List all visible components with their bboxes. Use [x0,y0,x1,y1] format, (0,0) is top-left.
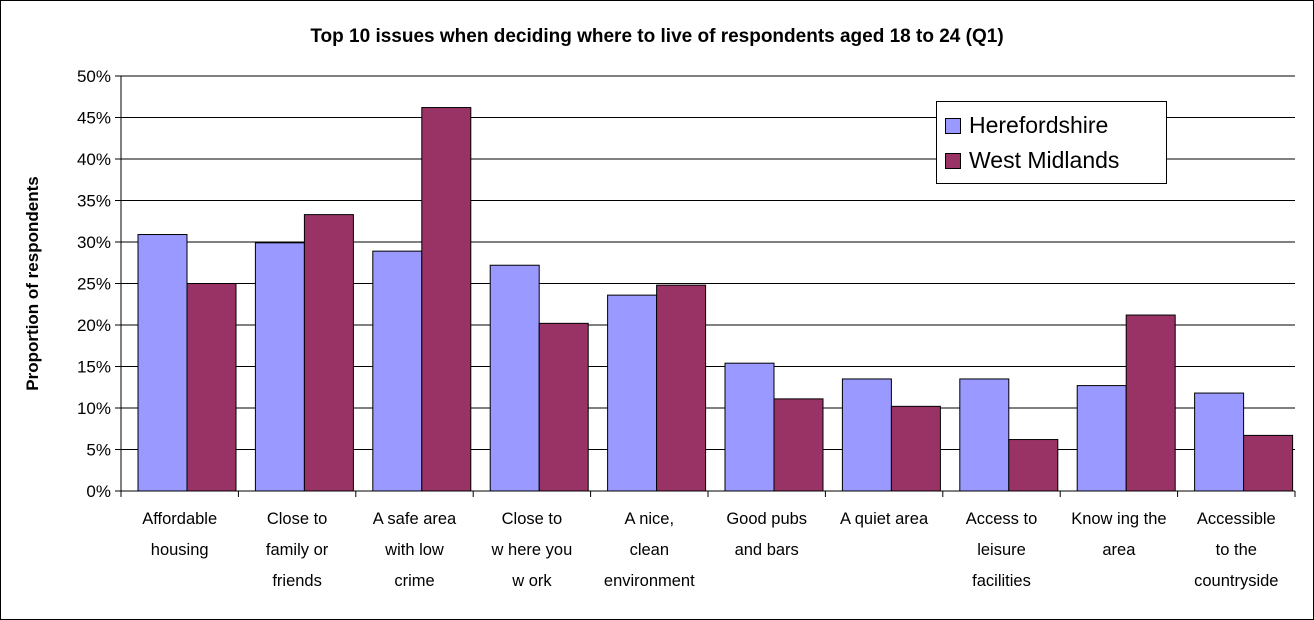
y-tick-label: 45% [77,109,111,128]
chart-legend: Herefordshire West Midlands [936,101,1167,184]
bar [959,378,1010,492]
bar [489,264,540,492]
legend-label-0: Herefordshire [969,112,1109,138]
bar [372,250,423,492]
bar [607,294,658,492]
y-tick-label: 5% [86,441,111,460]
bar [303,214,354,492]
y-tick-label: 50% [77,67,111,86]
bar [1125,314,1176,492]
bar [538,322,589,492]
x-tick-label: A safe area with low crime [373,510,457,590]
legend-item-0: Herefordshire [945,112,1108,139]
bar [724,362,775,492]
bar [254,242,305,492]
bar [841,378,892,492]
bar [1243,434,1294,492]
bar [186,283,237,492]
bar [890,405,941,492]
bar [1076,385,1127,492]
x-tick-label: Access to leisure facilities [966,510,1038,590]
bar [656,284,707,492]
x-tick-label: Know ing the area [1071,510,1166,559]
x-tick-label: Close to family or friends [266,510,329,590]
bar [1194,392,1245,492]
y-tick-label: 40% [77,150,111,169]
legend-label-1: West Midlands [969,147,1120,173]
legend-item-1: West Midlands [945,147,1119,174]
legend-swatch-0 [945,117,961,134]
bar [421,107,472,492]
y-tick-label: 0% [86,482,111,501]
bar [773,398,824,492]
x-tick-label: Affordable housing [142,510,217,559]
y-tick-label: 35% [77,192,111,211]
y-tick-label: 25% [77,275,111,294]
chart-title: Top 10 issues when deciding where to liv… [310,26,1004,47]
y-tick-label: 15% [77,358,111,377]
y-tick-label: 20% [77,316,111,335]
x-tick-label: A quiet area [840,510,929,528]
bar [137,234,188,492]
y-tick-label: 10% [77,399,111,418]
bar [1008,439,1059,492]
x-tick-label: Accessible to the countryside [1194,510,1278,590]
legend-swatch-1 [945,152,961,169]
x-tick-label: A nice, clean environment [604,510,695,590]
y-tick-label: 30% [77,233,111,252]
x-tick-label: Close to w here you w ork [491,510,573,590]
x-tick-label: Good pubs and bars [726,510,807,559]
y-axis-title: Proportion of respondents [23,176,42,390]
